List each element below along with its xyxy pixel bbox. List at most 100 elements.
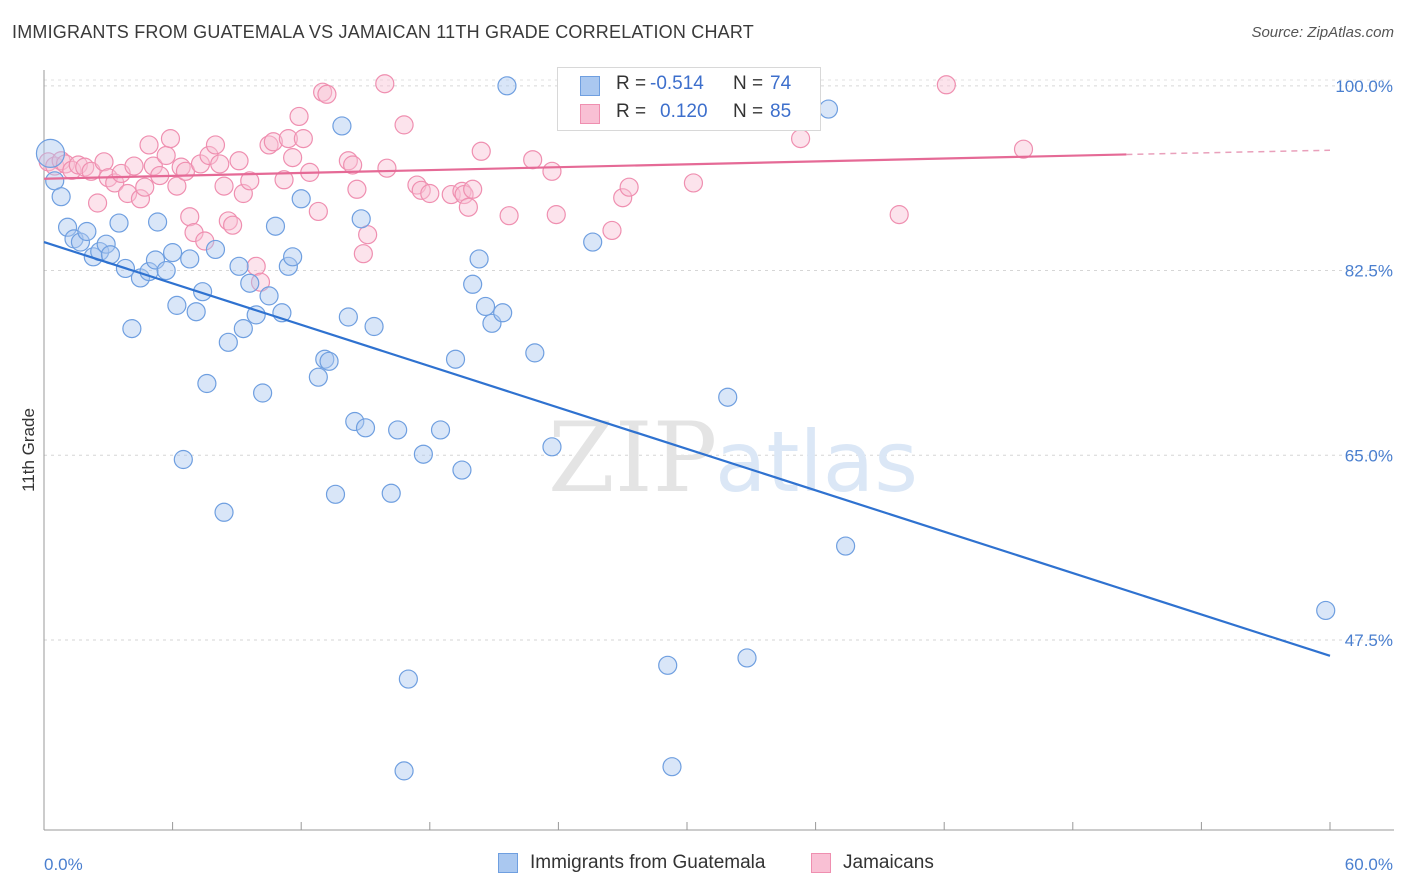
data-point — [737, 648, 757, 668]
data-point — [458, 197, 478, 217]
data-point — [430, 420, 451, 440]
data-point — [469, 249, 489, 269]
chart-title: IMMIGRANTS FROM GUATEMALA VS JAMAICAN 11… — [12, 22, 754, 42]
legend-swatch-guatemala — [580, 76, 600, 96]
data-point — [214, 502, 234, 522]
data-point — [381, 483, 401, 503]
data-point — [197, 373, 217, 394]
data-point — [214, 176, 234, 196]
data-point — [345, 411, 365, 432]
data-point — [233, 183, 253, 204]
data-point — [87, 193, 108, 213]
data-point — [223, 215, 243, 235]
data-point — [463, 274, 483, 294]
data-point — [173, 449, 193, 470]
data-point — [240, 273, 260, 293]
data-point — [96, 234, 116, 254]
data-point — [293, 129, 313, 149]
data-point — [463, 179, 483, 199]
data-point — [377, 158, 397, 178]
data-point — [283, 247, 303, 267]
data-point — [180, 249, 200, 269]
data-point — [353, 244, 373, 264]
data-point — [135, 177, 155, 197]
trend-lines — [43, 149, 1331, 657]
trend-line — [43, 241, 1331, 657]
data-point — [57, 217, 78, 237]
data-point — [246, 256, 266, 276]
data-point — [139, 262, 159, 282]
data-point — [253, 383, 273, 403]
data-point — [525, 343, 545, 363]
data-point — [193, 282, 213, 302]
data-point — [1316, 600, 1336, 621]
legend-row-jamaicans: R = 0.120 N = 85 — [558, 101, 820, 127]
n-label: N = — [733, 73, 764, 94]
data-point — [445, 349, 466, 369]
trend-line — [43, 153, 1127, 180]
data-point — [156, 260, 176, 281]
data-point — [375, 74, 395, 94]
data-point — [542, 437, 562, 457]
data-point — [394, 115, 414, 135]
watermark-atlas: atlas — [715, 413, 918, 511]
data-point — [790, 129, 811, 149]
data-point — [278, 256, 298, 276]
data-point — [51, 187, 71, 207]
data-point — [364, 316, 384, 337]
data-point — [180, 207, 200, 227]
data-point — [523, 150, 543, 170]
data-point — [205, 135, 226, 155]
data-point — [347, 179, 367, 199]
data-point — [278, 129, 298, 149]
data-point — [186, 302, 206, 322]
y-tick-label: 47.5% — [1345, 631, 1393, 650]
legend-swatch-jamaicans — [811, 853, 831, 873]
data-point — [683, 173, 704, 193]
data-point — [889, 205, 909, 225]
data-point — [289, 106, 309, 127]
data-point — [265, 216, 286, 236]
y-tick-label: 65.0% — [1345, 446, 1393, 465]
series-guatemala — [35, 76, 1336, 781]
data-point — [167, 295, 187, 315]
legend-row-guatemala: R = -0.514 N = 74 — [558, 73, 820, 99]
data-point — [718, 387, 738, 407]
data-point — [246, 305, 266, 325]
source-label: Source: ZipAtlas.com — [1251, 24, 1394, 41]
data-point — [139, 135, 159, 155]
data-point — [77, 221, 97, 242]
data-point — [105, 173, 125, 193]
axes — [43, 70, 1394, 831]
legend-swatch-guatemala — [498, 853, 518, 873]
data-point — [308, 367, 328, 387]
watermark: ZIP atlas — [548, 402, 918, 514]
data-point — [317, 84, 337, 104]
data-point — [413, 444, 433, 464]
legend-swatch-jamaicans — [580, 104, 600, 124]
tick-labels: 47.5% 65.0% 82.5% 100.0% 0.0% 60.0% 11th Grade — [19, 77, 1393, 874]
r-value-jamaicans: 0.120 — [660, 101, 708, 122]
data-point — [493, 303, 513, 323]
legend-item-jamaicans: Jamaicans — [811, 850, 971, 876]
data-point — [259, 286, 279, 306]
legend-label-jamaicans: Jamaicans — [843, 852, 934, 873]
data-point — [109, 213, 129, 233]
legend-label-guatemala: Immigrants from Guatemala — [530, 852, 766, 873]
data-point — [156, 145, 176, 166]
data-point — [218, 332, 238, 352]
data-point — [602, 220, 622, 241]
data-point — [542, 161, 562, 181]
data-point — [263, 132, 283, 152]
data-point — [167, 176, 187, 196]
x-tick-label: 0.0% — [44, 855, 83, 874]
watermark-zip: ZIP — [548, 402, 717, 514]
y-axis-title: 11th Grade — [19, 408, 38, 492]
data-point — [452, 460, 472, 480]
data-point — [117, 183, 138, 204]
stats-legend: R = -0.514 N = 74 R = 0.120 N = 85 — [557, 67, 821, 131]
data-point — [124, 156, 144, 176]
data-point — [283, 148, 303, 168]
data-point — [613, 188, 633, 208]
